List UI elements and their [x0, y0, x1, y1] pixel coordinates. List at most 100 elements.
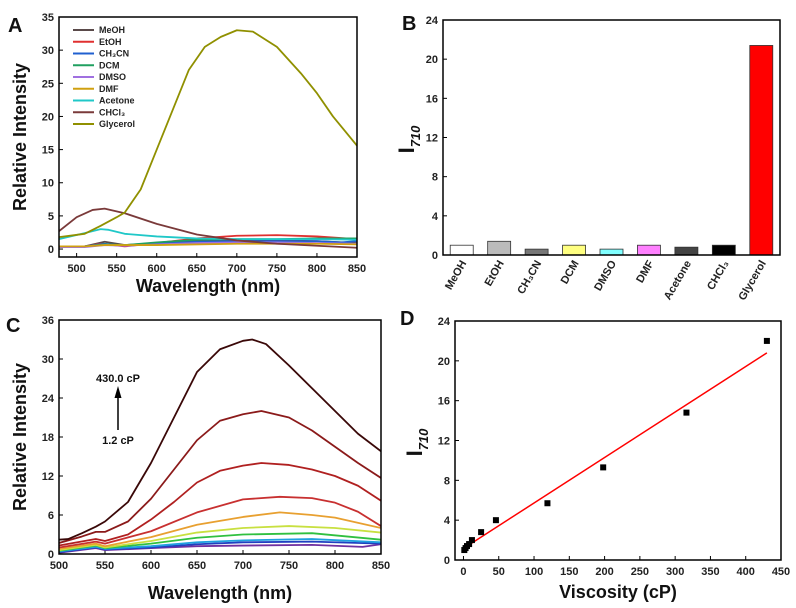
x-tick-label: 150 [560, 566, 578, 578]
plot-frame [58, 16, 358, 258]
data-point [478, 529, 485, 536]
legend-label: DMSO [99, 72, 126, 82]
bar-MeOH [449, 244, 474, 255]
category-label: Acetone [662, 259, 694, 303]
y-tick-label: 5 [48, 211, 54, 223]
panel-letter: D [400, 308, 414, 330]
bar-Acetone [674, 246, 699, 255]
legend-label: EtOH [99, 37, 122, 47]
annotation-top: 430.0 cP [96, 373, 140, 385]
legend-label: DCM [99, 60, 120, 70]
data-point [544, 500, 551, 507]
y-tick-label: 24 [426, 15, 439, 27]
x-tick-label: 700 [234, 560, 252, 572]
fit-line [463, 352, 768, 549]
x-tick-label: 200 [595, 566, 613, 578]
x-tick-label: 850 [348, 263, 366, 275]
annotation-bottom: 1.2 cP [102, 435, 134, 447]
category-label: CH₃CN [515, 258, 544, 296]
y-tick-label: 18 [42, 432, 54, 444]
y-tick-label: 20 [438, 356, 450, 368]
plot-area [59, 29, 357, 249]
x-axis-title: Wavelength (nm) [148, 583, 292, 603]
panel-letter: B [402, 13, 416, 35]
y-tick-label: 30 [42, 354, 54, 366]
series-line-light-blue [59, 538, 381, 553]
y-tick-label: 4 [444, 515, 451, 527]
x-tick-label: 650 [188, 560, 206, 572]
x-tick-label: 0 [460, 566, 466, 578]
y-tick-label: 6 [48, 510, 54, 522]
plot-area [59, 338, 381, 554]
x-tick-label: 600 [142, 560, 160, 572]
legend-label: CHCl₃ [99, 107, 125, 117]
category-label: CHCl₃ [705, 259, 731, 293]
plot-area [449, 45, 774, 255]
series-line-red [59, 495, 381, 549]
x-axis-title: Wavelength (nm) [136, 276, 280, 296]
legend-label: DMF [99, 84, 119, 94]
data-point [683, 409, 690, 416]
bar-EtOH [487, 240, 512, 255]
y-axis-title: Relative Intensity [10, 363, 30, 511]
legend-label: Acetone [99, 96, 135, 106]
x-tick-label: 500 [50, 560, 68, 572]
x-tick-label: 800 [308, 263, 326, 275]
x-tick-label: 250 [631, 566, 649, 578]
series-line-DMF [59, 242, 357, 248]
series-line-Glycerol [59, 29, 357, 239]
panel-letter: A [8, 15, 22, 37]
x-tick-label: 400 [737, 566, 755, 578]
series-line-CHCl₃ [59, 207, 357, 249]
bar-DMSO [599, 248, 624, 255]
panel-A: A 0 5 10 15 20 25 30 35 500 550 600 650 700 750 800 850 R… [8, 12, 366, 296]
y-tick-label: 20 [426, 54, 438, 66]
y-tick-label: 0 [432, 250, 438, 262]
y-tick-label: 0 [48, 244, 54, 256]
category-label: DCM [559, 259, 582, 287]
y-axis-title: I710 [402, 428, 431, 457]
y-tick-label: 8 [432, 172, 438, 184]
y-tick-label: 25 [42, 78, 54, 90]
category-label: DMF [634, 258, 656, 285]
x-tick-label: 550 [107, 263, 125, 275]
x-tick-label: 700 [228, 263, 246, 275]
series-line-orange [59, 511, 381, 550]
bar-CH₃CN [524, 248, 549, 255]
y-tick-label: 10 [42, 178, 54, 190]
x-tick-label: 450 [772, 566, 790, 578]
legend-label: Glycerol [99, 119, 135, 129]
x-tick-label: 600 [148, 263, 166, 275]
x-tick-label: 300 [666, 566, 684, 578]
y-tick-label: 0 [444, 555, 450, 567]
category-label: EtOH [483, 258, 507, 288]
y-axis-title: I710 [394, 125, 423, 154]
x-tick-label: 500 [67, 263, 85, 275]
plot-frame [58, 319, 382, 555]
x-tick-label: 50 [493, 566, 505, 578]
data-point [468, 537, 475, 544]
y-tick-label: 30 [42, 45, 54, 57]
x-tick-label: 550 [96, 560, 114, 572]
y-tick-label: 4 [432, 211, 439, 223]
x-tick-label: 750 [280, 560, 298, 572]
y-tick-label: 16 [438, 396, 450, 408]
series-line-darkest [59, 338, 381, 541]
x-tick-label: 650 [188, 263, 206, 275]
panel-D: D 0 4 8 12 16 20 24 0 50 100 150 200 250 300 350 400 450 I… [400, 308, 790, 602]
bar-DCM [562, 244, 586, 255]
plot-frame [442, 19, 781, 256]
x-tick-label: 350 [701, 566, 719, 578]
bar-Glycerol [749, 45, 774, 255]
y-tick-label: 12 [438, 436, 450, 448]
panel-B: B 0 4 8 12 16 20 24 I710 MeOH EtOH CH₃CN DCM DMSO DMF A… [394, 13, 781, 303]
x-axis-title: Viscosity (cP) [559, 582, 677, 602]
y-tick-label: 24 [438, 316, 451, 328]
plot-area [461, 337, 770, 554]
series-line-maroon [59, 410, 381, 544]
y-tick-label: 36 [42, 315, 54, 327]
x-tick-label: 750 [268, 263, 286, 275]
y-tick-label: 20 [42, 111, 54, 123]
arrow-up-icon [114, 386, 122, 398]
